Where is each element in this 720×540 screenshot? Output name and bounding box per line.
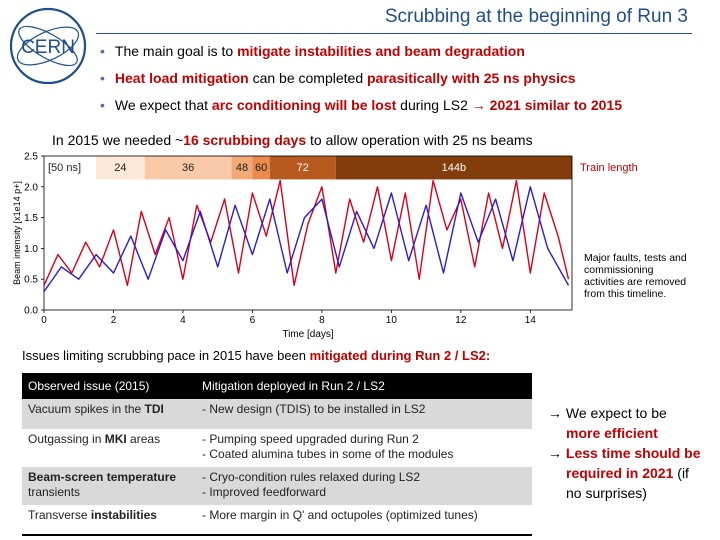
y-tick-label: 2.0 — [24, 182, 38, 193]
train-band-label: 144b — [442, 162, 466, 174]
arrow-icon: → — [548, 405, 562, 421]
bullet-2-text: Heat load mitigation can be completed pa… — [115, 70, 576, 86]
chart-heading-post: to allow operation with 25 ns beams — [306, 132, 533, 148]
x-tick-label: 2 — [111, 315, 117, 326]
x-tick-label: 10 — [386, 315, 398, 326]
y-tick-label: 1.0 — [24, 244, 38, 255]
train-band — [144, 156, 232, 180]
train-band-label: 36 — [182, 162, 194, 174]
conclusion-item-2: → Less time should be required in 2021 (… — [548, 445, 701, 501]
issues-heading: Issues limiting scrubbing pace in 2015 h… — [22, 348, 490, 363]
chart-heading-pre: In 2015 we needed ~ — [52, 132, 184, 148]
x-tick-label: 0 — [41, 315, 47, 326]
train-band — [252, 156, 270, 180]
column-header-issue: Observed issue (2015) — [22, 373, 196, 399]
train-length-label: Train length — [580, 162, 638, 174]
bullet-1: • The main goal is to mitigate instabilit… — [100, 43, 525, 59]
x-axis-label: Time [days] — [282, 329, 334, 340]
train-band — [96, 156, 145, 180]
arrow-icon: → — [548, 445, 562, 461]
x-tick-label: 4 — [180, 315, 186, 326]
chart-heading-highlight: 16 scrubbing days — [183, 132, 307, 148]
bullet-1-text: The main goal is to mitigate instabiliti… — [115, 43, 525, 59]
text-run: can be completed — [248, 70, 367, 86]
table-row: Outgassing in MKI areas - Pumping speed … — [22, 429, 532, 467]
y-tick-label: 1.5 — [24, 213, 38, 224]
highlighted-text: mitigate instabilities and beam degradat… — [237, 43, 525, 59]
train-band-label: [50 ns] — [48, 162, 81, 174]
train-band — [335, 156, 572, 180]
side-note: Major faults, tests and commissioning ac… — [584, 252, 687, 300]
mitigation-cell: - Cryo-condition rules relaxed during LS… — [196, 467, 532, 505]
train-band-label: 24 — [114, 162, 126, 174]
issue-cell: Transverse instabilities — [22, 505, 196, 536]
bullet-3-text: We expect that arc conditioning will be … — [115, 97, 622, 113]
table-row: Beam-screen temperature transients - Cryo… — [22, 467, 532, 505]
train-band — [269, 156, 336, 180]
highlighted-text: → — [471, 97, 486, 113]
table-row: Vacuum spikes in the TDI - New design (T… — [22, 399, 532, 429]
x-tick-label: 6 — [250, 315, 256, 326]
series-line-2 — [43, 186, 570, 292]
conclusion-item-1: → We expect to be more efficient — [548, 405, 667, 441]
text-run: The main goal is to — [114, 43, 238, 59]
issue-cell: Outgassing in MKI areas — [28, 432, 161, 446]
highlighted-text: 2021 similar to 2015 — [485, 97, 622, 113]
text-run: We expect that — [114, 97, 212, 113]
series-line-1 — [43, 179, 570, 287]
mitigation-cell: - Pumping speed upgraded during Run 2- C… — [202, 432, 454, 461]
train-band-label: 72 — [297, 162, 309, 174]
text-run: during LS2 — [396, 97, 472, 113]
y-tick-label: 0.0 — [24, 306, 38, 317]
y-axis-label: Beam intensity [x1e14 p+] — [12, 181, 22, 285]
chart-heading: In 2015 we needed ~16 scrubbing days to … — [52, 132, 533, 148]
cern-logo: CERN — [9, 7, 87, 85]
mitigation-cell: - New design (TDIS) to be installed in L… — [196, 399, 532, 429]
x-tick-label: 8 — [319, 315, 325, 326]
bullet-3: • We expect that arc conditioning will be… — [100, 97, 622, 113]
x-tick-label: 12 — [455, 315, 467, 326]
table-header-row: Observed issue (2015) Mitigation deploye… — [22, 373, 532, 399]
mitigation-cell: - More margin in Q' and octupoles (optim… — [196, 505, 532, 536]
train-band-label: 48 — [236, 162, 248, 174]
highlighted-text: arc conditioning will be lost — [211, 97, 397, 113]
side-note-line: Major faults, tests and — [584, 252, 687, 264]
conclusion-block: → We expect to be more efficient → Less … — [548, 403, 716, 503]
scrubbing-chart: [50 ns] 24 36 48 60 72 144b0.00.51.01.52.02.50… — [12, 152, 638, 341]
train-band — [44, 156, 97, 180]
train-band-label: 60 — [255, 162, 267, 174]
issues-table: Observed issue (2015) Mitigation deploye… — [22, 373, 532, 536]
slide-title: Scrubbing at the beginning of Run 3 — [384, 6, 688, 27]
column-header-mitigation: Mitigation deployed in Run 2 / LS2 — [196, 373, 532, 399]
side-note-line: activities are removed — [584, 276, 687, 288]
bullet-2: • Heat load mitigation can be completed p… — [100, 70, 576, 86]
issue-cell: Beam-screen temperature transients — [22, 467, 196, 505]
y-tick-label: 0.5 — [24, 275, 38, 286]
side-note-line: from this timeline. — [584, 288, 667, 300]
side-note-line: commissioning — [584, 264, 654, 276]
x-tick-label: 14 — [525, 315, 537, 326]
issue-cell: Vacuum spikes in the TDI — [22, 399, 196, 429]
highlighted-text: parasitically with 25 ns physics — [367, 70, 576, 86]
issues-heading-highlight: mitigated during Run 2 / LS2: — [309, 348, 491, 363]
table-row: Transverse instabilities - More margin i… — [22, 505, 532, 536]
logo-text: CERN — [21, 37, 75, 58]
highlighted-text: Heat load mitigation — [114, 70, 249, 86]
y-tick-label: 2.5 — [24, 152, 38, 163]
title-divider — [96, 33, 692, 34]
plot-frame — [43, 155, 573, 311]
issues-heading-pre: Issues limiting scrubbing pace in 2015 h… — [22, 348, 310, 363]
train-band — [231, 156, 253, 180]
